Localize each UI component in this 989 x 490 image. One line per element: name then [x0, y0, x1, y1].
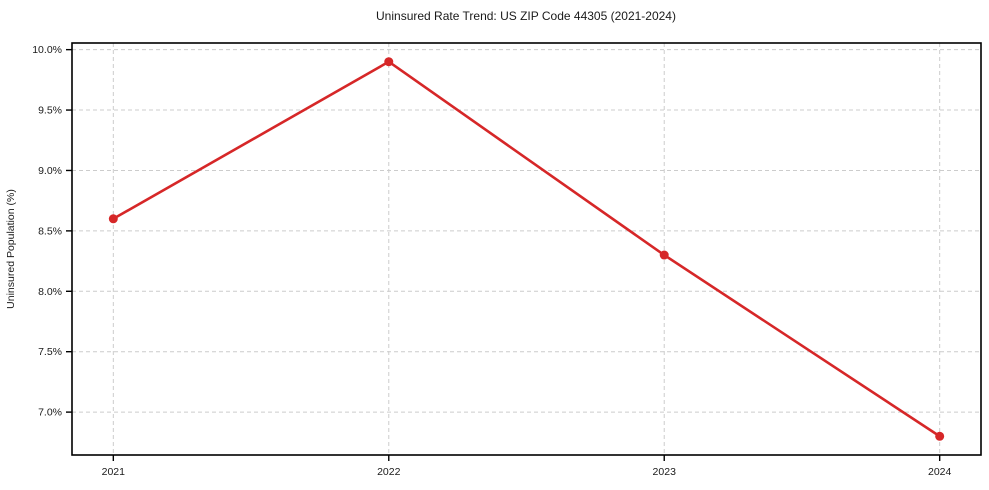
data-series-line	[108, 57, 945, 441]
y-tick-label: 9.5%	[38, 105, 62, 117]
y-tick-label: 8.5%	[38, 225, 62, 237]
x-tick-label: 2022	[377, 466, 401, 478]
data-point-marker	[108, 214, 118, 224]
x-tick-label: 2024	[928, 466, 952, 478]
axis-layer: 2021 2022 2023 2024 7.0% 7.5% 8.0% 8.5% 9.0% 9.5%…	[32, 42, 982, 478]
chart-title: Uninsured Rate Trend: US ZIP Code 44305 …	[376, 9, 676, 23]
y-axis-label: Uninsured Population (%)	[5, 189, 17, 309]
y-tick-label: 9.0%	[38, 165, 62, 177]
grid-layer	[72, 43, 981, 455]
y-tick-label: 10.0%	[32, 44, 62, 56]
data-point-marker	[935, 431, 945, 441]
y-tick-label: 8.0%	[38, 286, 62, 298]
x-tick-label: 2023	[653, 466, 677, 478]
trend-line	[112, 60, 941, 438]
plot-border	[71, 42, 982, 456]
y-tick-label: 7.5%	[38, 346, 62, 358]
x-tick-label: 2021	[102, 466, 126, 478]
data-point-marker	[384, 57, 394, 67]
y-tick-label: 7.0%	[38, 407, 62, 419]
data-point-marker	[659, 250, 669, 260]
